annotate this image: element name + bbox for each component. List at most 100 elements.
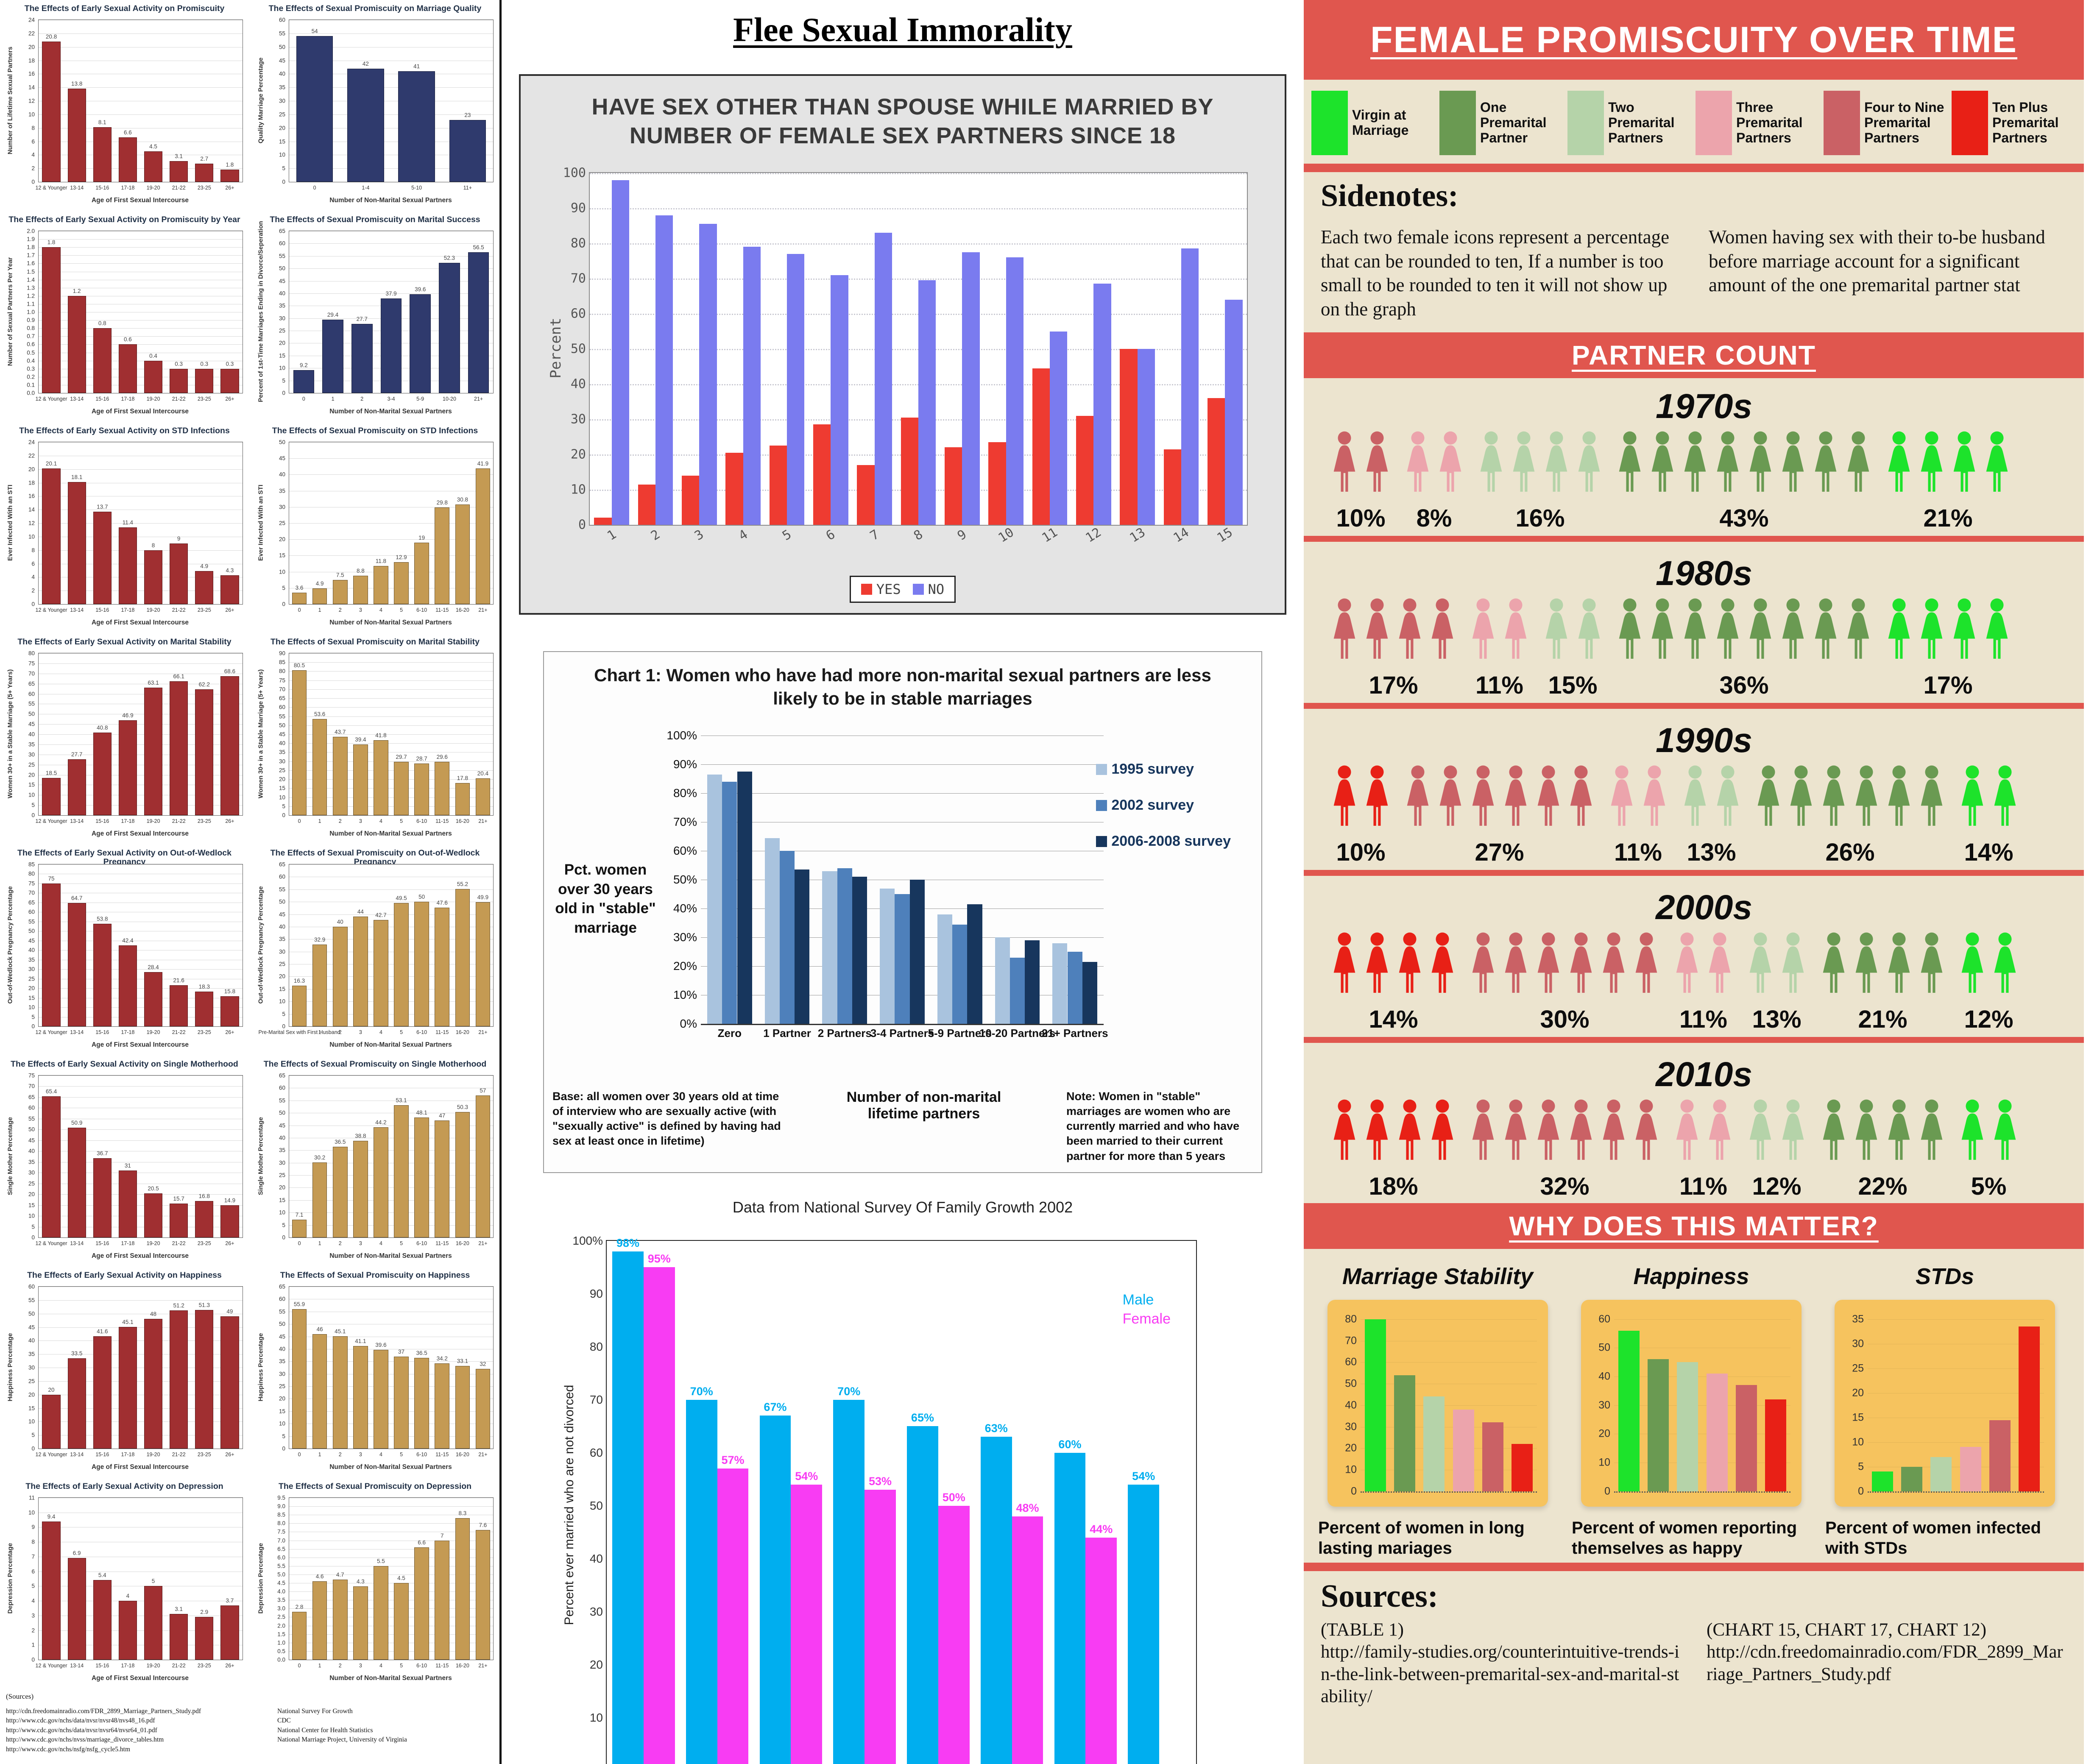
sidenote-left: Each two female icons represent a percen… bbox=[1321, 226, 1670, 320]
partner-group-percentage: 16% bbox=[1515, 504, 1565, 532]
y-tick-label: 15 bbox=[28, 1405, 35, 1411]
gridline bbox=[289, 1200, 493, 1201]
bar bbox=[638, 484, 655, 525]
gridline bbox=[289, 864, 493, 865]
y-tick-label: 30 bbox=[28, 966, 35, 973]
x-tick-label: 21+ bbox=[478, 1029, 488, 1035]
y-tick-label: 50 bbox=[28, 711, 35, 717]
bar bbox=[220, 368, 239, 393]
y-tick-label: 15 bbox=[279, 785, 285, 791]
female-icon bbox=[1949, 598, 1980, 664]
y-tick-label: 6 bbox=[31, 560, 35, 567]
female-icon bbox=[1990, 1099, 2020, 1165]
partner-group-percentage: 11% bbox=[1679, 1172, 1727, 1200]
chart-title: The Effects of Sexual Promiscuity on Dep… bbox=[278, 1482, 472, 1491]
small-chart: The Effects of Sexual Promiscuity on Hap… bbox=[251, 1267, 499, 1478]
bar bbox=[353, 1140, 368, 1237]
y-tick-label: 35 bbox=[1852, 1313, 1864, 1325]
y-tick-label: 60 bbox=[279, 1296, 285, 1302]
partner-group-percentage: 15% bbox=[1548, 671, 1598, 699]
bar bbox=[813, 424, 831, 525]
partner-group-percentage: 12% bbox=[1964, 1005, 2013, 1033]
bar-value-label: 39.4 bbox=[355, 736, 366, 743]
y-tick-label: 0 bbox=[282, 812, 285, 819]
y-tick-label: 0 bbox=[31, 1234, 35, 1241]
source-org: National Marriage Project, University of… bbox=[277, 1736, 407, 1744]
nsfg-legend-label: Male bbox=[1122, 1291, 1154, 1308]
gridline bbox=[289, 114, 493, 115]
bar-value-label: 98% bbox=[616, 1236, 639, 1249]
x-tick-label: 10-20 bbox=[442, 396, 456, 402]
legend-swatch bbox=[1311, 91, 1348, 155]
why-column: STDs 0 5 10 15 20 25 30 35 Percent of women infec… bbox=[1825, 1259, 2064, 1558]
source-org: CDC bbox=[277, 1717, 291, 1725]
partner-group-icons bbox=[1745, 1099, 1808, 1165]
partner-group-icons bbox=[1403, 765, 1596, 831]
female-icon bbox=[1745, 598, 1776, 664]
bar bbox=[195, 1310, 214, 1449]
x-tick-label: 5 bbox=[400, 1240, 403, 1246]
decade-block: 2010s 18% 32% 11% 12% 22% 5% bbox=[1304, 1046, 2084, 1201]
left-source-url-list: http://cdn.freedomainradio.com/FDR_2899_… bbox=[6, 1707, 277, 1754]
chart-plot: 0 10 20 30 40 50 60 70 80 90 100 1 2 3 4 5 6 7 8 9 10 11 12 13 1… bbox=[563, 166, 1248, 546]
bar-value-label: 18.1 bbox=[71, 474, 83, 480]
female-icon bbox=[1394, 598, 1425, 664]
y-tick-label: 5 bbox=[282, 1433, 285, 1440]
x-tick-label: 16-20 bbox=[455, 1663, 469, 1669]
bar-value-label: 8 bbox=[151, 542, 155, 549]
y-tick-label: 20 bbox=[279, 1184, 285, 1191]
bar bbox=[435, 1120, 450, 1237]
bar bbox=[1050, 331, 1068, 525]
bar-value-label: 1.2 bbox=[73, 287, 81, 294]
y-tick-label: 10 bbox=[279, 1209, 285, 1216]
female-icon bbox=[1982, 431, 2012, 497]
bar bbox=[394, 903, 409, 1026]
gridline bbox=[1868, 1442, 2044, 1443]
x-tick-label: 5-9 bbox=[416, 396, 424, 402]
bar bbox=[353, 1586, 368, 1660]
y-tick-label: 35 bbox=[28, 956, 35, 963]
bar-value-label: 2.8 bbox=[295, 1604, 304, 1611]
x-tick-label: 4 bbox=[379, 818, 382, 824]
y-tick-label: 70% bbox=[673, 815, 697, 829]
right-sources-block: Sources: (TABLE 1) http://family-studies… bbox=[1304, 1571, 2084, 1712]
bar bbox=[93, 328, 112, 393]
bar bbox=[93, 1580, 112, 1660]
bar bbox=[374, 1566, 388, 1660]
y-tick-label: 30 bbox=[1852, 1338, 1864, 1350]
bar-value-label: 54% bbox=[795, 1469, 818, 1483]
chart-title: The Effects of Early Sexual Activity on … bbox=[17, 637, 231, 647]
small-chart: The Effects of Early Sexual Activity on … bbox=[0, 1267, 249, 1478]
bar bbox=[743, 247, 761, 525]
y-tick-label: 40 bbox=[1598, 1370, 1610, 1382]
legend-swatch bbox=[912, 584, 924, 595]
y-tick-label: 10 bbox=[28, 1418, 35, 1425]
y-tick-label: 0 bbox=[31, 1023, 35, 1030]
bar-value-label: 18.3 bbox=[198, 983, 210, 990]
bar-value-label: 7.5 bbox=[336, 571, 344, 578]
bar-value-label: 4.9 bbox=[200, 563, 209, 570]
y-tick-label: 15 bbox=[279, 352, 285, 359]
bar-value-label: 13.7 bbox=[97, 503, 108, 510]
female-icon bbox=[1533, 932, 1564, 998]
bar-value-label: 49.5 bbox=[396, 895, 407, 902]
partner-group-percentage: 10% bbox=[1336, 838, 1386, 866]
y-tick-label: 0.0 bbox=[277, 1656, 285, 1663]
x-tick-label: 6-10 bbox=[416, 1240, 427, 1246]
y-axis-label: Women 30+ in a Stable Marriage (5+ Years… bbox=[257, 669, 265, 799]
bar bbox=[170, 1204, 188, 1237]
female-icon bbox=[1851, 765, 1882, 831]
chart-title: The Effects of Sexual Promiscuity on Hap… bbox=[280, 1271, 470, 1280]
x-tick-label: 2 bbox=[360, 396, 364, 402]
partner-group: 12% bbox=[1957, 932, 2020, 1034]
bar-value-label: 4.3 bbox=[356, 1578, 365, 1585]
y-tick-label: 10 bbox=[279, 998, 285, 1005]
y-tick-label: 50 bbox=[279, 722, 285, 729]
bar bbox=[1618, 1330, 1640, 1491]
y-tick-label: 35 bbox=[279, 749, 285, 755]
x-tick-label: 21-22 bbox=[172, 1452, 186, 1457]
y-tick-label: 25 bbox=[279, 327, 285, 334]
female-icon bbox=[1916, 765, 1947, 831]
bar bbox=[312, 1334, 327, 1449]
bar-value-label: 8.1 bbox=[98, 119, 106, 126]
